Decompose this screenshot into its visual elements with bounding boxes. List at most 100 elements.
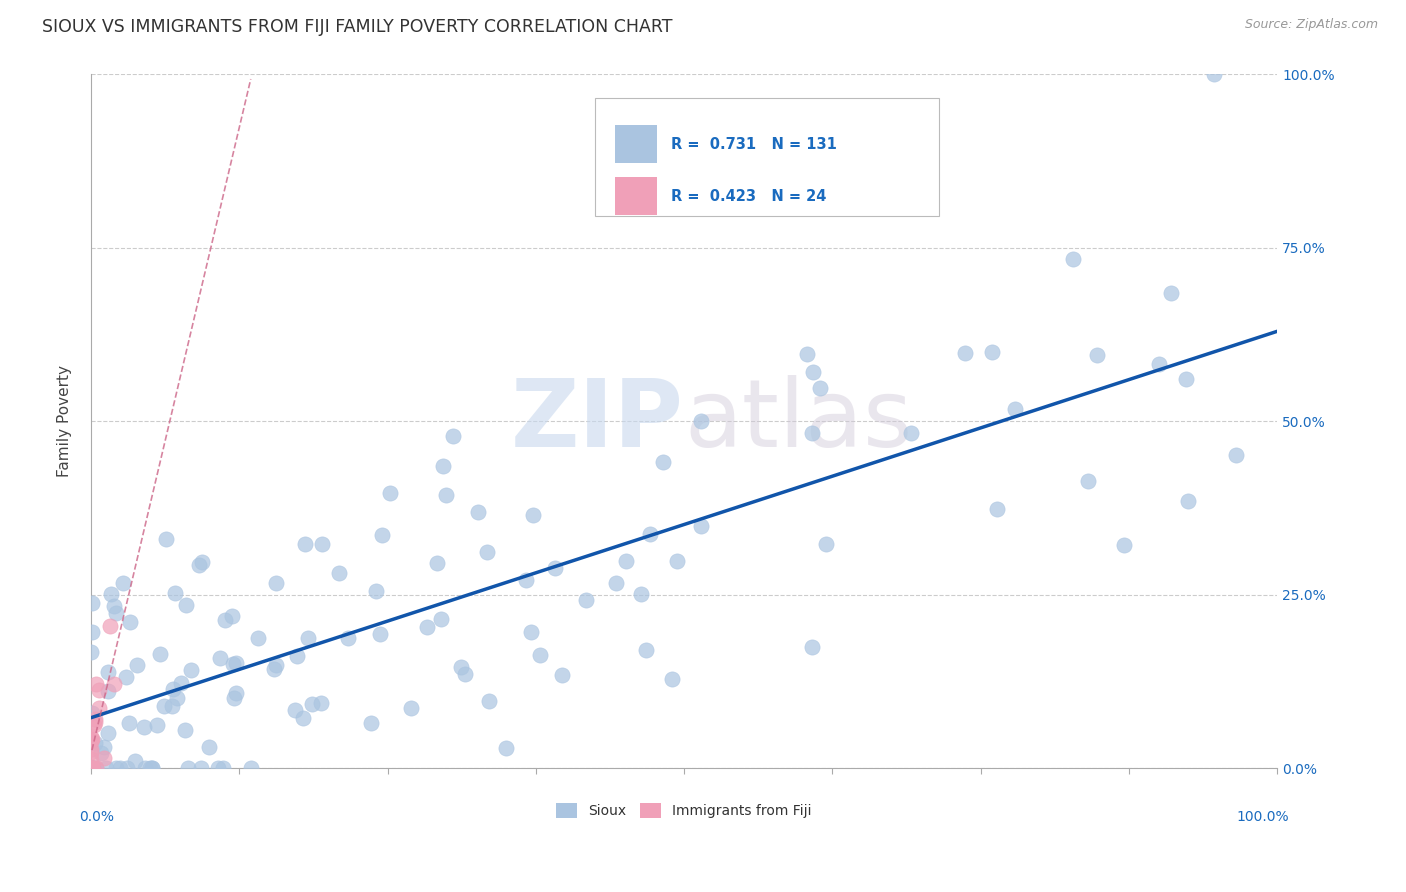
Point	[900, 425, 922, 440]
Point	[1202, 67, 1225, 81]
Point	[163, 586, 186, 600]
Point	[211, 761, 233, 775]
Point	[690, 519, 713, 533]
Point	[529, 648, 551, 662]
Point	[80, 706, 103, 720]
Point	[80, 745, 103, 759]
Point	[1112, 538, 1135, 552]
Point	[103, 677, 125, 691]
Point	[134, 761, 156, 775]
Point	[661, 672, 683, 686]
Point	[173, 723, 195, 737]
Point	[84, 677, 107, 691]
Point	[454, 666, 477, 681]
Point	[214, 613, 236, 627]
Point	[82, 625, 104, 640]
Point	[188, 558, 211, 572]
Point	[80, 734, 103, 748]
Point	[93, 750, 115, 764]
Y-axis label: Family Poverty: Family Poverty	[58, 365, 72, 477]
Bar	[616, 178, 657, 215]
Point	[80, 761, 103, 775]
Point	[170, 676, 193, 690]
Point	[83, 713, 105, 727]
Point	[82, 761, 104, 775]
Point	[801, 425, 824, 440]
Point	[141, 761, 163, 775]
Point	[224, 690, 246, 705]
Point	[80, 761, 103, 775]
Point	[291, 711, 314, 725]
Point	[139, 761, 162, 775]
Point	[1062, 252, 1084, 266]
Point	[364, 583, 387, 598]
Point	[198, 739, 221, 754]
Point	[368, 626, 391, 640]
FancyBboxPatch shape	[595, 98, 939, 217]
Point	[240, 761, 263, 775]
Point	[80, 761, 103, 775]
Point	[1225, 448, 1247, 462]
Point	[177, 761, 200, 775]
Point	[83, 717, 105, 731]
Point	[80, 733, 103, 747]
Point	[360, 716, 382, 731]
Point	[297, 632, 319, 646]
Point	[97, 684, 120, 698]
Point	[522, 508, 544, 523]
Point	[467, 505, 489, 519]
Point	[815, 537, 838, 551]
Point	[87, 682, 110, 697]
Point	[174, 598, 197, 612]
Point	[80, 645, 103, 659]
Text: SIOUX VS IMMIGRANTS FROM FIJI FAMILY POVERTY CORRELATION CHART: SIOUX VS IMMIGRANTS FROM FIJI FAMILY POV…	[42, 18, 672, 36]
Point	[1147, 357, 1170, 371]
Point	[378, 485, 401, 500]
Point	[191, 555, 214, 569]
Point	[284, 703, 307, 717]
Point	[652, 455, 675, 469]
Point	[425, 556, 447, 570]
Text: atlas: atlas	[685, 376, 912, 467]
Point	[111, 576, 134, 591]
Point	[222, 657, 245, 671]
Point	[82, 761, 104, 775]
Point	[108, 761, 131, 775]
Point	[981, 344, 1004, 359]
Point	[114, 670, 136, 684]
Text: 0.0%: 0.0%	[79, 810, 114, 824]
Point	[311, 536, 333, 550]
Point	[115, 761, 138, 775]
Point	[155, 532, 177, 546]
Point	[80, 742, 103, 756]
Point	[221, 609, 243, 624]
Point	[149, 647, 172, 661]
Point	[103, 599, 125, 614]
Point	[104, 606, 127, 620]
Point	[82, 761, 104, 775]
Point	[294, 537, 316, 551]
Point	[285, 649, 308, 664]
Point	[117, 716, 139, 731]
Point	[430, 611, 453, 625]
Point	[98, 619, 121, 633]
Point	[246, 632, 269, 646]
Point	[495, 740, 517, 755]
Point	[264, 576, 287, 591]
Point	[953, 346, 976, 360]
Point	[125, 657, 148, 672]
Text: R =  0.423   N = 24: R = 0.423 N = 24	[671, 189, 827, 203]
Point	[100, 587, 122, 601]
Point	[801, 640, 824, 654]
Point	[134, 720, 156, 734]
Point	[162, 681, 184, 696]
Point	[434, 488, 457, 502]
Point	[80, 730, 103, 744]
Point	[118, 615, 141, 629]
Point	[97, 726, 120, 740]
Point	[515, 573, 537, 587]
Point	[1087, 348, 1109, 362]
Point	[84, 736, 107, 750]
Point	[1077, 474, 1099, 488]
Text: 100.0%: 100.0%	[1236, 810, 1289, 824]
